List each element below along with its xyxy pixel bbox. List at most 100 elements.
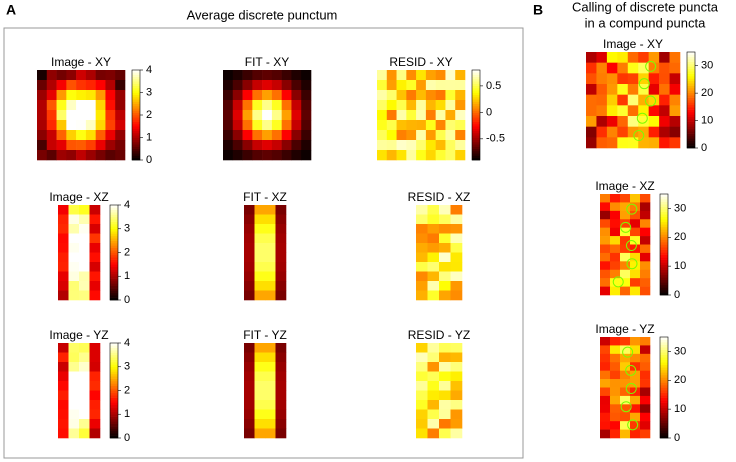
heatmap-cell — [377, 100, 388, 111]
heatmap-cell — [416, 409, 428, 420]
heatmap-cell — [416, 243, 428, 253]
colorbar-cell — [110, 369, 118, 372]
colorbar-cell — [660, 357, 668, 361]
heatmap-cell — [640, 202, 651, 212]
colorbar-cell — [110, 235, 118, 239]
heatmap-cell — [627, 116, 639, 127]
colorbar-cell — [472, 121, 480, 125]
heatmap-cell — [606, 137, 618, 149]
heatmap-cell — [416, 150, 427, 161]
colorbar-cell — [472, 128, 480, 132]
heatmap-cell — [630, 278, 641, 287]
heatmap-cell — [450, 281, 463, 291]
colorbar-cell — [132, 79, 140, 82]
heatmap-cell — [620, 337, 631, 346]
heatmap-cell — [620, 429, 631, 439]
heatmap-cell — [223, 100, 234, 111]
heatmap-cell — [600, 379, 611, 388]
heatmap-cell — [386, 80, 397, 91]
heatmap-cell — [281, 120, 292, 131]
heatmap-cell — [416, 80, 427, 91]
colorbar-cell — [110, 400, 118, 403]
heatmap-cell — [630, 429, 641, 439]
heatmap-cell — [610, 252, 621, 262]
heatmap-cell — [435, 70, 446, 81]
heatmap-cell — [406, 140, 417, 151]
heatmap-cell — [450, 409, 463, 420]
heatmap-cell — [37, 100, 48, 111]
heatmap-cell — [640, 429, 651, 439]
heatmap-cell — [630, 210, 641, 220]
colorbar-cell — [660, 387, 668, 391]
heatmap-cell — [89, 205, 101, 215]
heatmap-cell — [439, 233, 451, 244]
colorbar-cell — [110, 404, 118, 408]
heatmap-cell — [396, 80, 407, 91]
colorbar-cell — [472, 72, 480, 75]
heatmap-cell — [254, 233, 266, 244]
heatmap-cell — [596, 73, 608, 85]
heatmap-cell — [291, 100, 302, 111]
heatmap-cell — [596, 84, 608, 95]
heatmap-cell — [445, 140, 456, 151]
heatmap-cell — [89, 428, 101, 439]
heatmap-cell — [242, 110, 253, 121]
heatmap-cell — [95, 110, 106, 121]
heatmap-cell — [275, 205, 287, 215]
heatmap-cell — [89, 262, 101, 272]
colorbar-cell — [687, 107, 695, 110]
colorbar-cell — [660, 377, 668, 381]
heatmap-cell — [620, 387, 631, 397]
heatmap-cell — [95, 120, 106, 131]
heatmap-cell — [58, 214, 69, 225]
heatmap-cell — [254, 362, 266, 372]
colorbar-cell — [472, 88, 480, 91]
colorbar-tick-label: 0.5 — [486, 80, 501, 92]
heatmap-cell — [252, 120, 263, 131]
colorbar-cell — [110, 435, 118, 439]
heatmap-cell — [659, 105, 670, 117]
heatmap-cell — [630, 404, 641, 414]
heatmap-cell — [115, 110, 126, 121]
heatmap-cell — [223, 140, 234, 151]
colorbar-cell — [687, 61, 695, 65]
colorbar-cell — [472, 146, 480, 150]
heatmap-cell — [427, 271, 440, 282]
colorbar-cell — [660, 347, 668, 350]
colorbar-cell — [132, 97, 140, 100]
heatmap-cell — [630, 370, 641, 380]
colorbar-cell — [687, 80, 695, 84]
heatmap-cell — [275, 428, 287, 439]
heatmap-cell — [291, 90, 302, 101]
heatmap-cell — [265, 428, 276, 439]
heatmap-cell — [425, 150, 436, 161]
heatmap-cell — [640, 370, 651, 380]
heatmap-cell — [58, 409, 69, 420]
colorbar-tick-label: 30 — [701, 60, 713, 72]
heatmap-cell — [450, 271, 463, 282]
heatmap-cell — [386, 150, 397, 161]
heatmap-cell — [596, 116, 608, 127]
heatmap-cell — [439, 428, 451, 439]
colorbar-cell — [660, 382, 668, 386]
heatmap-cell — [610, 227, 621, 237]
heatmap-cell — [617, 94, 629, 106]
colorbar-cell — [132, 106, 140, 109]
heatmap-cell — [301, 80, 312, 91]
colorbar-cell — [660, 209, 668, 212]
colorbar-cell — [660, 367, 668, 371]
heatmap-cell — [610, 429, 621, 439]
colorbar-cell — [687, 136, 695, 139]
heatmap-cell — [232, 90, 243, 101]
colorbar-cell — [132, 115, 140, 118]
colorbar-cell — [660, 257, 668, 260]
heatmap-cell — [76, 110, 87, 121]
heatmap-cell — [105, 150, 116, 161]
colorbar-cell — [132, 81, 140, 84]
heatmap-cell — [610, 353, 621, 363]
heatmap-cell — [586, 52, 597, 63]
heatmap-cell — [254, 224, 266, 234]
colorbar-cell — [660, 339, 668, 343]
heatmap-cell — [450, 428, 463, 439]
heatmap-cell — [244, 271, 255, 282]
